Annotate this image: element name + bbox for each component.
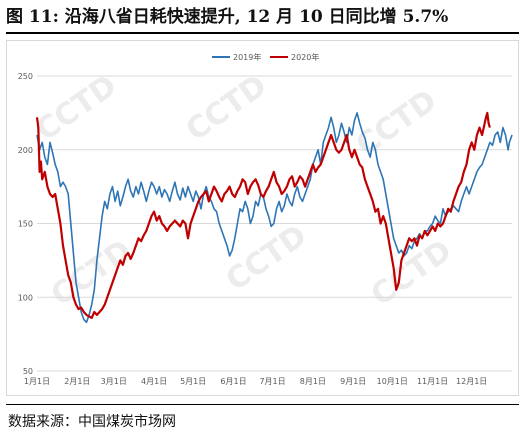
watermark-text: CCTD xyxy=(180,68,273,148)
series-line-red xyxy=(35,111,491,319)
source-note: 数据来源：中国煤炭市场网 xyxy=(8,414,176,430)
watermark-text: CCTD xyxy=(30,68,123,148)
y-tick-label: 150 xyxy=(18,220,33,229)
title-rule xyxy=(6,32,519,34)
y-tick-label: 100 xyxy=(18,293,33,302)
x-tick-label: 7月1日 xyxy=(259,377,285,386)
x-tick-label: 8月1日 xyxy=(300,377,326,386)
x-tick-label: 9月1日 xyxy=(340,377,366,386)
y-tick-label: 250 xyxy=(18,72,33,81)
legend: 2019年 2020年 xyxy=(212,52,319,62)
x-tick-label: 12月1日 xyxy=(456,377,487,386)
y-tick-label: 50 xyxy=(23,367,33,376)
x-tick-label: 6月1日 xyxy=(220,377,246,386)
x-tick-label: 4月1日 xyxy=(141,377,167,386)
x-tick-label: 11月1日 xyxy=(417,377,448,386)
figure-title: 图 11: 沿海八省日耗快速提升, 12 月 10 日同比增 5.7% xyxy=(6,7,449,27)
x-tick-label: 5月1日 xyxy=(180,377,206,386)
y-tick-label: 200 xyxy=(18,146,33,155)
watermark-text: CCTD xyxy=(350,83,443,163)
source-rule xyxy=(6,404,519,405)
watermark-text: CCTD xyxy=(220,218,313,298)
x-tick-label: 3月1日 xyxy=(101,377,127,386)
x-tick-label: 1月1日 xyxy=(24,377,50,386)
series-layer xyxy=(35,111,513,324)
x-tick-label: 10月1日 xyxy=(377,377,408,386)
line-chart: CCTD CCTD CCTD CCTD CCTD CCTD 50 100 150 200 250 1… xyxy=(6,40,519,396)
axes: 50 100 150 200 250 1月1日 2月1日 3月1日 4月1日 5月1日 6月1日 7月… xyxy=(18,72,488,386)
x-tick-label: 2月1日 xyxy=(64,377,90,386)
legend-label: 2020年 xyxy=(291,52,319,62)
legend-label: 2019年 xyxy=(233,52,261,62)
series-line-blue xyxy=(36,112,513,324)
watermark-text: CCTD xyxy=(365,233,458,313)
